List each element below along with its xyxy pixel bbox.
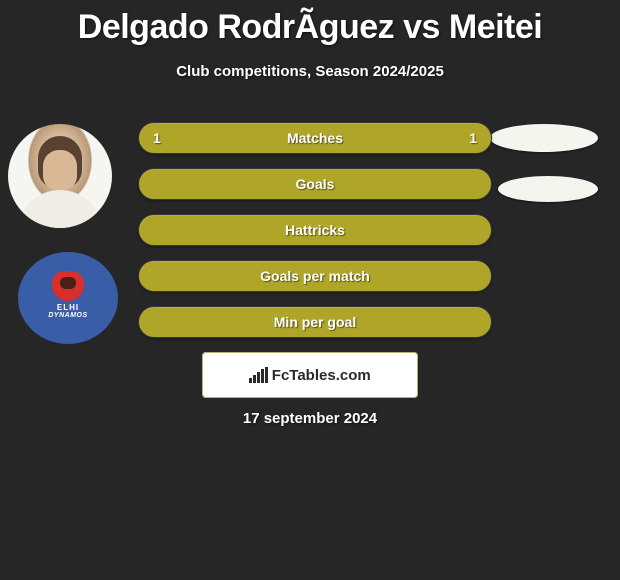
date-text: 17 september 2024 <box>0 410 620 427</box>
stat-row-goals-per-match: Goals per match <box>138 260 492 292</box>
subtitle: Club competitions, Season 2024/2025 <box>0 63 620 80</box>
brand-text: FcTables.com <box>272 367 371 384</box>
stat-label: Matches <box>287 130 343 146</box>
stat-left-value: 1 <box>153 130 161 146</box>
stat-label: Min per goal <box>274 314 356 330</box>
brand-bars-icon <box>249 367 268 383</box>
player2-photo-placeholder-2 <box>498 176 598 202</box>
stat-row-hattricks: Hattricks <box>138 214 492 246</box>
badge-text-bottom: DYNAMOS <box>48 312 87 319</box>
stat-row-matches: 1 Matches 1 <box>138 122 492 154</box>
stat-label: Goals <box>296 176 335 192</box>
stat-row-min-per-goal: Min per goal <box>138 306 492 338</box>
player2-team-badge: ELHI DYNAMOS <box>18 252 118 344</box>
stat-label: Goals per match <box>260 268 370 284</box>
player2-photo-placeholder-1 <box>490 124 598 152</box>
stat-right-value: 1 <box>469 130 477 146</box>
stats-block: 1 Matches 1 Goals Hattricks Goals per ma… <box>138 122 492 352</box>
player1-shoulders <box>18 190 102 228</box>
badge-lion-icon <box>52 271 84 301</box>
page-title: Delgado RodrÃ­guez vs Meitei <box>0 0 620 47</box>
player1-photo <box>8 124 112 228</box>
badge-text-top: ELHI <box>57 303 79 312</box>
brand-link[interactable]: FcTables.com <box>202 352 418 398</box>
stat-row-goals: Goals <box>138 168 492 200</box>
stat-label: Hattricks <box>285 222 345 238</box>
